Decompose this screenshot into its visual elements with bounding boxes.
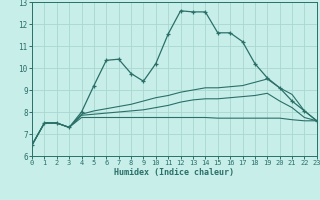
X-axis label: Humidex (Indice chaleur): Humidex (Indice chaleur) <box>115 168 234 177</box>
